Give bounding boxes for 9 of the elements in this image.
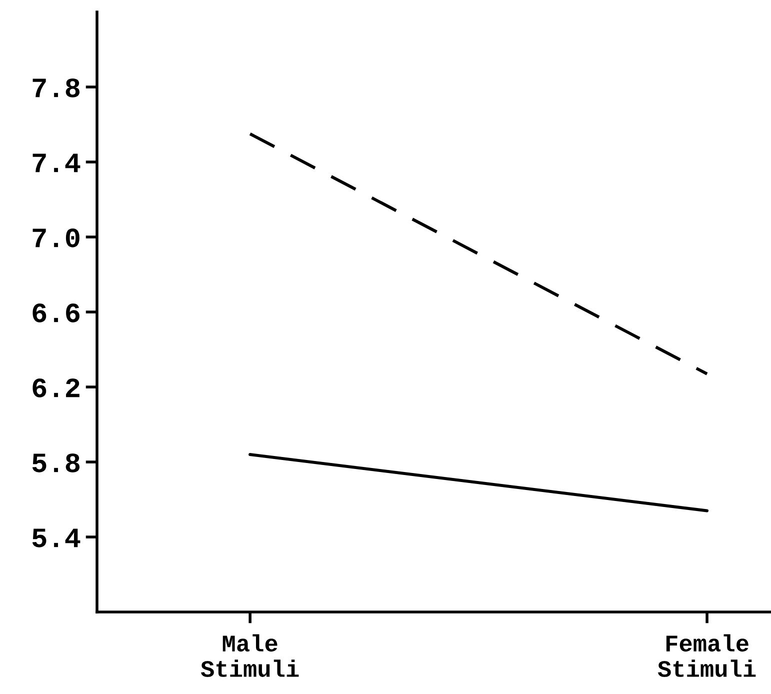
y-tick-label: 7.0 [32,228,80,248]
y-tick-label: 5.8 [32,453,80,472]
y-tick-label: 7.8 [32,78,80,98]
y-tick-label: 6.2 [32,378,80,398]
y-tick-label: 5.4 [32,528,80,548]
y-tick-label: 6.6 [32,303,80,322]
x-tick-label: Female Stimuli [658,634,756,677]
y-tick-label: 7.4 [32,154,80,172]
x-tick-label: Male Stimuli [200,634,299,677]
